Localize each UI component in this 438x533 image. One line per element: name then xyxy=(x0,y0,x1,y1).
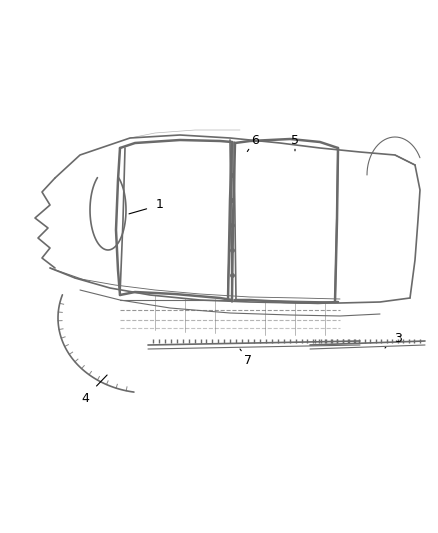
Text: 1: 1 xyxy=(129,198,164,214)
Text: 3: 3 xyxy=(385,332,402,348)
Text: 5: 5 xyxy=(291,133,299,151)
Text: 7: 7 xyxy=(240,349,252,367)
Text: 6: 6 xyxy=(247,133,259,151)
Text: 4: 4 xyxy=(81,375,107,405)
